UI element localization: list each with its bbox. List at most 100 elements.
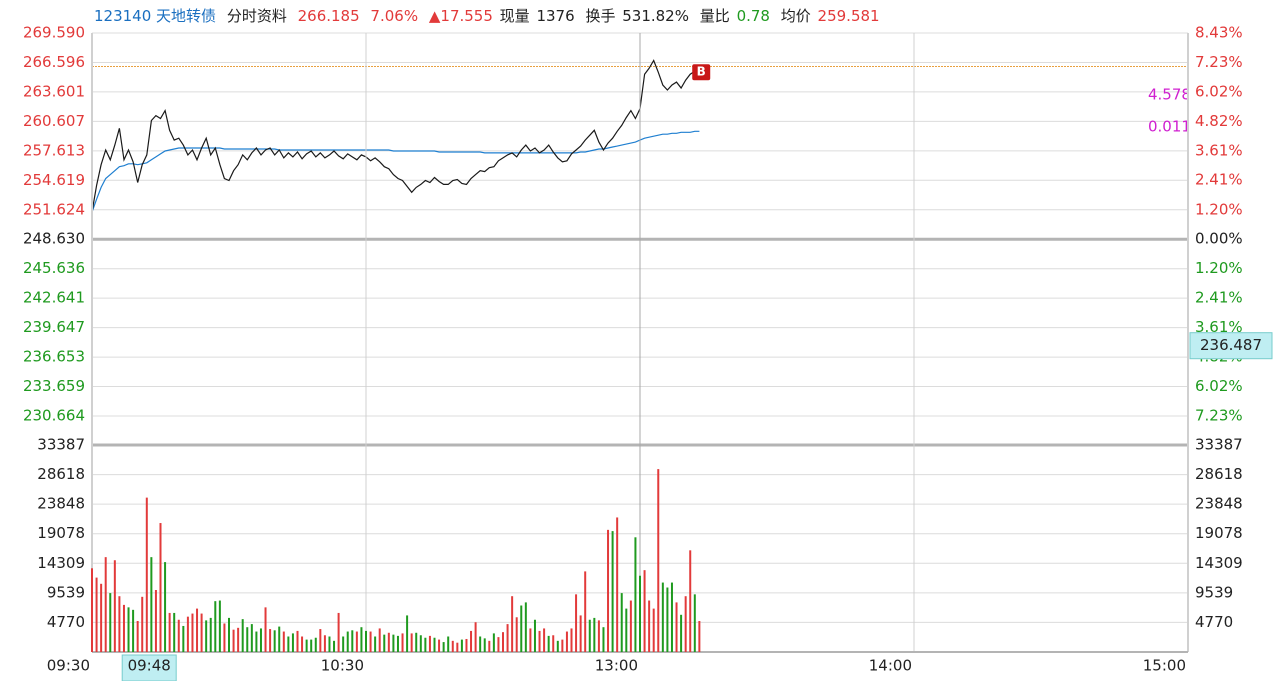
y-tick-label: 4770: [47, 613, 85, 631]
volume-bar: [442, 642, 445, 652]
volume-bar: [191, 613, 194, 652]
volume-bar: [629, 600, 632, 652]
volume-bar: [200, 613, 203, 652]
volume-bar: [593, 617, 596, 652]
volume-bar: [342, 636, 345, 652]
volume-bar: [565, 631, 568, 652]
ratio-label: 量比: [699, 7, 730, 25]
y-tick-label: 14309: [37, 554, 85, 572]
volume-bar: [575, 594, 578, 652]
change-pct: 7.06%: [370, 7, 419, 25]
header: 123140 天地转债 分时资料 266.185 7.06% ▲17.555 现…: [94, 5, 886, 26]
volume-bar: [301, 636, 304, 652]
volume-bar: [365, 630, 367, 652]
price: 266.185: [297, 7, 360, 25]
volume-bar: [214, 601, 217, 652]
volume-bar: [547, 635, 550, 652]
volume-bar: [291, 633, 294, 652]
volume-bar: [693, 594, 696, 652]
volume-bar: [278, 626, 281, 652]
volume-bar: [255, 631, 258, 652]
volume-bar: [643, 570, 646, 652]
volume-bar: [597, 620, 600, 652]
volume-bar: [383, 634, 386, 652]
volume-bar: [186, 616, 189, 652]
volume-bar: [451, 640, 454, 652]
volume-bar: [415, 632, 418, 652]
volume-bar: [328, 636, 331, 652]
volume-bar: [620, 593, 623, 652]
volume-bar: [182, 625, 185, 652]
volume-bar: [684, 596, 687, 652]
volume-bar: [670, 582, 673, 652]
volume-bar: [639, 575, 641, 652]
turnover: 531.82%: [622, 7, 689, 25]
y-tick-label: 236.653: [23, 348, 85, 366]
y2-tick-label: 0.00%: [1195, 230, 1243, 248]
volume-bar: [282, 631, 285, 652]
volume-bar: [319, 629, 322, 652]
y-tick-label-right: 28618: [1195, 465, 1243, 483]
volume-bar: [159, 523, 162, 652]
volume-bar: [259, 628, 262, 652]
y-tick-label: 245.636: [23, 259, 85, 277]
volume-bar: [100, 583, 103, 652]
volume-bar: [241, 619, 244, 652]
volume-bar: [232, 629, 235, 652]
volume-bar: [657, 469, 660, 652]
volume-bar: [652, 608, 655, 652]
volume-bar: [607, 529, 610, 652]
volume-bar: [524, 602, 527, 652]
volume-bar: [433, 637, 436, 652]
price-line: [91, 130, 700, 213]
y-tick-label-right: 33387: [1195, 436, 1243, 454]
y-tick-label-right: 4770: [1195, 613, 1233, 631]
volume-bar: [483, 638, 486, 652]
volume-bar: [351, 630, 354, 652]
vol: 1376: [536, 7, 575, 25]
ratio: 0.78: [736, 7, 770, 25]
volume-bar: [374, 636, 377, 652]
volume-bar: [625, 608, 628, 652]
vol-label: 现量: [499, 7, 530, 25]
volume-bar: [456, 642, 459, 652]
volume-bar: [616, 517, 619, 652]
volume-bar: [410, 633, 413, 652]
cursor-y-label: 236.487: [1200, 336, 1262, 354]
volume-bar: [150, 557, 153, 652]
tab[interactable]: 分时资料: [226, 7, 287, 25]
y2-tick-label: 2.41%: [1195, 171, 1243, 189]
volume-bar: [474, 622, 477, 652]
volume-bar: [502, 632, 504, 652]
y-tick-label: 266.596: [23, 53, 85, 71]
volume-bar: [269, 629, 272, 652]
volume-bar: [392, 634, 395, 652]
volume-bar: [264, 607, 267, 652]
volume-bar: [401, 633, 404, 652]
volume-bar: [173, 612, 176, 652]
y-tick-label: 230.664: [23, 407, 85, 425]
x-tick-label: 14:00: [869, 657, 912, 675]
y2-tick-label: 1.20%: [1195, 200, 1243, 218]
volume-bar: [310, 639, 313, 652]
y-tick-label: 251.624: [23, 200, 85, 218]
volume-bar: [538, 630, 541, 652]
volume-bar: [492, 633, 495, 652]
volume-bar: [488, 640, 491, 652]
volume-bar: [113, 560, 116, 652]
volume-bar: [355, 631, 358, 652]
y2-tick-label: 8.43%: [1195, 24, 1243, 42]
side-label: 4.578: [1148, 86, 1191, 104]
avg-label: 均价: [780, 7, 811, 25]
volume-bar: [228, 617, 230, 652]
y2-tick-label: 2.41%: [1195, 289, 1243, 307]
y2-tick-label: 7.23%: [1195, 53, 1243, 71]
annotation-box: [692, 64, 711, 81]
y-tick-label-right: 9539: [1195, 583, 1233, 601]
volume-bar: [314, 637, 317, 652]
volume-bar: [470, 630, 473, 652]
volume-bar: [177, 619, 180, 652]
y-tick-label: 263.601: [23, 82, 85, 100]
volume-bar: [584, 571, 587, 652]
volume-bar: [346, 631, 349, 652]
